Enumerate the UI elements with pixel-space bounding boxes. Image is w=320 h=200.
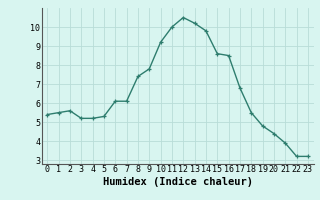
X-axis label: Humidex (Indice chaleur): Humidex (Indice chaleur)	[103, 177, 252, 187]
